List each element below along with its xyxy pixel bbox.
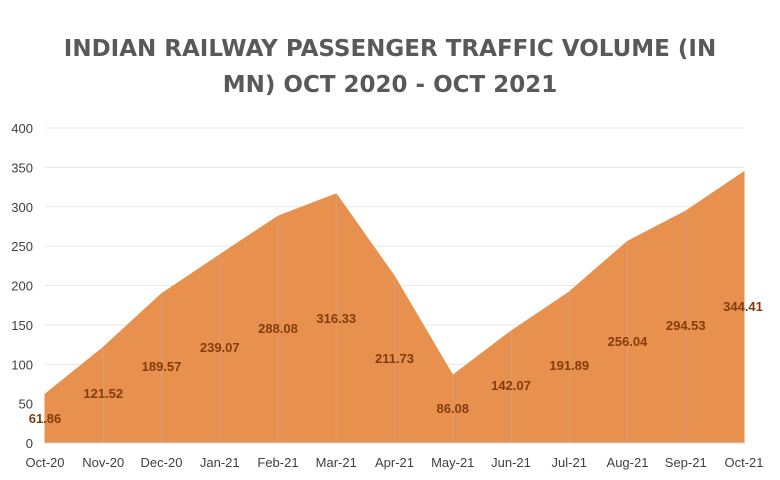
x-axis: Oct-20 Nov-20 Dec-20 Jan-21 Feb-21 Mar-21 Apr-…	[25, 442, 764, 470]
y-tick-label: 250	[11, 239, 33, 254]
data-label: 189.57	[142, 359, 182, 374]
y-tick-label: 300	[11, 200, 33, 215]
x-tick-label: Oct-20	[25, 455, 64, 470]
data-label: 239.07	[200, 340, 240, 355]
data-label: 294.53	[666, 318, 706, 333]
x-tick-label: Feb-21	[257, 455, 298, 470]
x-tick-label: Mar-21	[316, 455, 357, 470]
y-tick-label: 100	[11, 357, 33, 372]
data-label: 191.89	[549, 358, 589, 373]
y-tick-label: 400	[11, 121, 33, 136]
data-label: 61.86	[29, 411, 62, 426]
data-label: 288.08	[258, 321, 298, 336]
y-tick-label: 0	[26, 436, 33, 451]
data-label: 211.73	[375, 351, 414, 366]
data-label: 344.41	[723, 299, 763, 314]
x-tick-label: May-21	[431, 455, 474, 470]
x-tick-label: Jul-21	[552, 455, 587, 470]
x-tick-label: Aug-21	[607, 455, 649, 470]
chart-title: INDIAN RAILWAY PASSENGER TRAFFIC VOLUME …	[64, 36, 716, 98]
y-axis: 0 50 100 150 200 250 300 350 400	[11, 121, 33, 451]
data-labels: 61.86 121.52 189.57 239.07 288.08 316.33 211.7…	[29, 299, 763, 426]
chart-title-line-1: INDIAN RAILWAY PASSENGER TRAFFIC VOLUME …	[64, 36, 716, 62]
y-tick-label: 150	[11, 318, 33, 333]
x-tick-label: Jan-21	[200, 455, 240, 470]
data-label: 142.07	[491, 378, 531, 393]
x-tick-label: Sep-21	[665, 455, 707, 470]
x-tick-label: Oct-21	[724, 455, 763, 470]
y-tick-label: 50	[19, 397, 33, 412]
drop-lines	[102, 193, 687, 443]
y-tick-label: 200	[11, 279, 33, 294]
data-label: 256.04	[608, 334, 649, 349]
chart-title-line-2: MN) OCT 2020 - OCT 2021	[223, 72, 558, 98]
y-tick-label: 350	[11, 160, 33, 175]
x-tick-label: Apr-21	[375, 455, 414, 470]
data-label: 121.52	[83, 386, 123, 401]
x-tick-label: Jun-21	[491, 455, 531, 470]
x-tick-label: Nov-20	[82, 455, 124, 470]
data-label: 316.33	[316, 311, 356, 326]
data-label: 86.08	[436, 401, 469, 416]
x-tick-label: Dec-20	[141, 455, 183, 470]
